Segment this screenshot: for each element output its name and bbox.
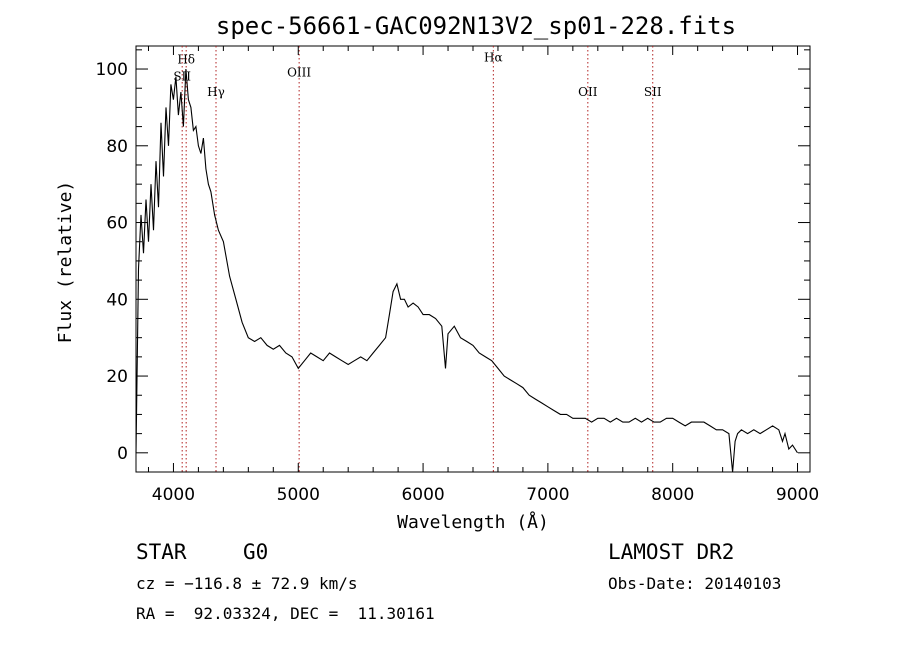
y-tick-label: 60	[106, 214, 128, 234]
coordinates: RA = 92.03324, DEC = 11.30161	[136, 604, 435, 623]
x-axis-label: Wavelength (Å)	[397, 511, 549, 533]
line-marker-label: Hα	[484, 50, 503, 64]
line-marker-label: OIII	[287, 66, 311, 80]
x-tick-label: 9000	[776, 485, 819, 505]
x-tick-label: 8000	[651, 485, 694, 505]
object-subclass: G0	[243, 540, 269, 564]
y-axis-label: Flux (relative)	[55, 181, 76, 344]
chart-title: spec-56661-GAC092N13V2_sp01-228.fits	[216, 12, 736, 40]
x-tick-label: 5000	[277, 485, 320, 505]
x-tick-label: 7000	[526, 485, 569, 505]
observation-date: Obs-Date: 20140103	[608, 574, 782, 593]
y-tick-label: 80	[106, 137, 128, 157]
spectrum-line	[135, 68, 798, 473]
redshift-velocity: cz = −116.8 ± 72.9 km/s	[136, 574, 358, 593]
survey-name: LAMOST DR2	[608, 540, 735, 564]
x-tick-label: 4000	[152, 485, 195, 505]
y-tick-label: 40	[106, 290, 128, 310]
x-tick-label: 6000	[401, 485, 444, 505]
line-marker-label: Hδ	[177, 52, 195, 66]
y-tick-label: 100	[96, 60, 128, 80]
y-tick-label: 20	[106, 367, 128, 387]
axis-ticks: 4000 5000 6000 7000 8000 9000 0 20 40 60 80 100	[96, 46, 819, 505]
line-marker-label: Hγ	[207, 85, 225, 99]
line-marker-label: OII	[578, 85, 598, 99]
line-marker-label: SII	[644, 85, 662, 99]
plot-frame	[135, 45, 811, 473]
object-type: STAR	[136, 540, 187, 564]
y-tick-label: 0	[117, 444, 128, 464]
